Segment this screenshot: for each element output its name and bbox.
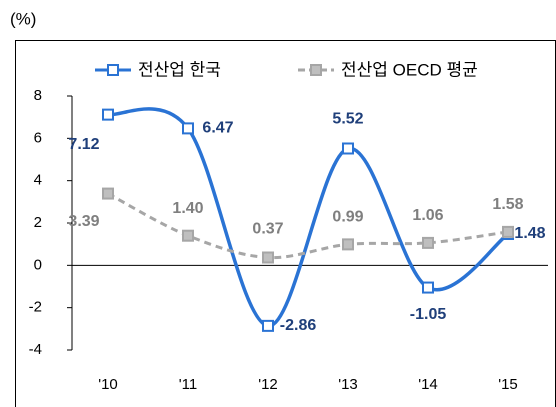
- x-tick-label: '13: [338, 376, 358, 393]
- marker: [342, 142, 354, 155]
- marker: [102, 187, 114, 200]
- marker: [262, 251, 274, 264]
- y-tick-label: 2: [34, 214, 42, 231]
- value-label: 1.40: [172, 200, 203, 217]
- value-label: -2.86: [280, 317, 317, 334]
- legend-label: 전산업 OECD 평균: [341, 60, 478, 79]
- value-label: 1.48: [514, 225, 545, 242]
- marker: [262, 319, 274, 332]
- marker: [422, 281, 434, 294]
- value-label: 1.06: [412, 207, 443, 224]
- y-tick-label: 6: [34, 129, 42, 146]
- unit-label: (%): [10, 9, 36, 28]
- marker: [182, 229, 194, 242]
- y-tick-label: -2: [29, 299, 42, 316]
- y-tick-label: 0: [34, 256, 42, 273]
- x-tick-label: '12: [258, 376, 278, 393]
- value-label: 7.12: [68, 136, 99, 153]
- value-label: 5.52: [332, 111, 363, 128]
- x-tick-label: '14: [418, 376, 438, 393]
- x-tick-label: '11: [179, 376, 197, 393]
- legend-label: 전산업 한국: [138, 60, 221, 79]
- marker: [502, 225, 514, 238]
- legend-marker: [310, 64, 322, 76]
- value-label: 0.37: [252, 221, 283, 238]
- value-label: 6.47: [202, 120, 233, 137]
- value-label: 3.39: [68, 213, 99, 230]
- y-tick-label: 8: [34, 87, 42, 104]
- x-tick-label: '10: [98, 376, 118, 393]
- value-label: -1.05: [410, 306, 447, 323]
- series-line: [107, 192, 509, 260]
- value-label: 1.58: [492, 196, 523, 213]
- x-tick-label: '15: [498, 376, 518, 393]
- legend-marker: [107, 64, 119, 76]
- y-tick-label: 4: [34, 172, 42, 189]
- marker: [182, 122, 194, 135]
- series-line: [107, 107, 510, 328]
- marker: [422, 236, 434, 249]
- marker: [102, 108, 114, 121]
- marker: [342, 238, 354, 251]
- value-label: 0.99: [332, 209, 363, 226]
- y-tick-label: -4: [29, 341, 42, 358]
